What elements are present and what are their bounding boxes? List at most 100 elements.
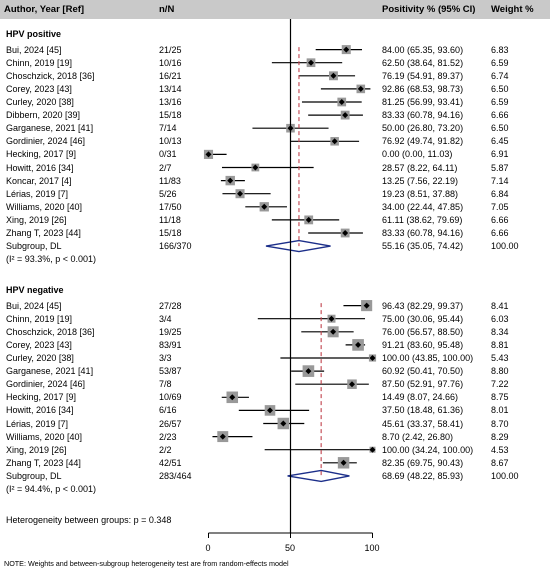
between-groups-heterogeneity: Heterogeneity between groups: p = 0.348: [6, 515, 172, 525]
footnote: NOTE: Weights and between-subgroup heter…: [4, 559, 289, 568]
study-ci: 87.50 (52.91, 97.76): [382, 379, 464, 390]
subgroup-ci: 68.69 (48.22, 85.93): [382, 470, 464, 481]
study-nn: 13/14: [159, 83, 182, 94]
study-weight: 6.91: [491, 149, 509, 160]
study-ci: 60.92 (50.41, 70.50): [382, 366, 464, 377]
study-ci: 8.70 (2.42, 26.80): [382, 431, 454, 442]
study-nn: 0/31: [159, 149, 177, 160]
study-label: Hecking, 2017 [9]: [6, 149, 77, 160]
study-label: Lérias, 2019 [7]: [6, 188, 69, 199]
study-weight: 6.74: [491, 70, 509, 81]
subgroup-weight: 100.00: [491, 241, 519, 252]
study-weight: 6.03: [491, 313, 509, 324]
study-label: Zhang T, 2023 [44]: [6, 457, 81, 468]
study-nn: 13/16: [159, 97, 182, 107]
study-label: Corey, 2023 [43]: [6, 83, 72, 94]
study-weight: 6.66: [491, 214, 509, 225]
hpv-positive-title: HPV positive: [6, 29, 62, 39]
subgroup-weight: 100.00: [491, 470, 519, 481]
study-weight: 7.14: [491, 175, 509, 186]
study-weight: 8.75: [491, 392, 509, 403]
study-ci: 96.43 (82.29, 99.37): [382, 300, 464, 311]
study-ci: 19.23 (8.51, 37.88): [382, 188, 459, 199]
study-ci: 14.49 (8.07, 24.66): [382, 392, 459, 403]
point-estimate: [338, 99, 345, 105]
study-ci: 13.25 (7.56, 22.19): [382, 175, 459, 186]
study-nn: 11/83: [159, 175, 181, 186]
point-estimate: [328, 315, 335, 322]
study-nn: 2/2: [159, 444, 172, 455]
study-nn: 6/16: [159, 405, 177, 416]
study-nn: 2/7: [159, 162, 172, 173]
study-ci: 76.00 (56.57, 88.50): [382, 326, 464, 337]
study-weight: 7.05: [491, 201, 509, 212]
hpv-positive-heterogeneity: (I² = 93.3%, p < 0.001): [6, 254, 97, 265]
study-ci: 92.86 (68.53, 98.73): [382, 83, 464, 94]
study-nn: 27/28: [159, 300, 182, 311]
study-ci: 82.35 (69.75, 90.43): [382, 457, 464, 468]
study-label: Howitt, 2016 [34]: [6, 162, 74, 173]
header-band: [0, 0, 550, 19]
study-ci: 62.50 (38.64, 81.52): [382, 57, 464, 68]
hpv-negative-title: HPV negative: [6, 285, 64, 295]
study-weight: 8.41: [491, 300, 509, 311]
study-nn: 11/18: [159, 214, 181, 225]
study-label: Howitt, 2016 [34]: [6, 405, 74, 416]
point-estimate: [219, 433, 226, 440]
study-ci: 81.25 (56.99, 93.41): [382, 97, 464, 107]
study-weight: 6.45: [491, 136, 509, 147]
study-ci: 83.33 (60.78, 94.16): [382, 228, 464, 238]
study-weight: 8.29: [491, 431, 509, 442]
study-weight: 5.87: [491, 162, 509, 173]
study-nn: 83/91: [159, 339, 182, 350]
point-estimate: [342, 112, 349, 119]
study-nn: 17/50: [159, 201, 182, 212]
study-ci: 61.11 (38.62, 79.69): [382, 214, 463, 225]
study-label: Xing, 2019 [26]: [6, 444, 67, 455]
point-estimate: [267, 407, 273, 414]
study-weight: 6.59: [491, 97, 509, 107]
study-nn: 26/57: [159, 418, 182, 429]
study-nn: 19/25: [159, 326, 182, 337]
point-estimate: [369, 446, 376, 453]
subgroup-nn: 283/464: [159, 470, 192, 481]
study-label: Koncar, 2017 [4]: [6, 175, 72, 186]
study-label: Choschzick, 2018 [36]: [6, 70, 95, 81]
study-label: Corey, 2023 [43]: [6, 339, 72, 350]
study-weight: 4.53: [491, 444, 509, 455]
study-nn: 2/23: [159, 431, 177, 442]
study-nn: 10/13: [159, 136, 182, 147]
study-ci: 76.19 (54.91, 89.37): [382, 70, 464, 81]
study-label: Curley, 2020 [38]: [6, 353, 74, 363]
study-label: Xing, 2019 [26]: [6, 214, 67, 225]
study-ci: 34.00 (22.44, 47.85): [382, 201, 464, 212]
point-estimate: [363, 302, 370, 309]
study-ci: 83.33 (60.78, 94.16): [382, 110, 464, 121]
study-nn: 42/51: [159, 457, 182, 468]
study-weight: 8.01: [491, 405, 509, 416]
study-nn: 15/18: [159, 110, 182, 121]
study-label: Chinn, 2019 [19]: [6, 313, 73, 324]
point-estimate: [227, 177, 234, 184]
study-ci: 91.21 (83.60, 95.48): [382, 339, 464, 350]
study-ci: 28.57 (8.22, 64.11): [382, 162, 458, 173]
study-weight: 6.59: [491, 57, 509, 68]
header-positivity: Positivity % (95% CI): [382, 4, 476, 15]
point-estimate: [305, 216, 312, 223]
x-tick-100: 100: [364, 543, 380, 553]
point-estimate: [308, 59, 314, 66]
study-nn: 3/3: [159, 353, 172, 363]
study-weight: 5.43: [491, 353, 509, 363]
study-label: Williams, 2020 [40]: [6, 431, 83, 442]
subgroup-label: Subgroup, DL: [6, 470, 62, 481]
point-estimate: [342, 230, 349, 236]
study-label: Bui, 2024 [45]: [6, 300, 62, 311]
study-weight: 8.70: [491, 418, 509, 429]
point-estimate: [343, 46, 350, 53]
subgroup-label: Subgroup, DL: [6, 241, 62, 252]
study-nn: 7/8: [159, 379, 172, 390]
point-estimate: [357, 85, 364, 92]
study-label: Hecking, 2017 [9]: [6, 392, 77, 403]
